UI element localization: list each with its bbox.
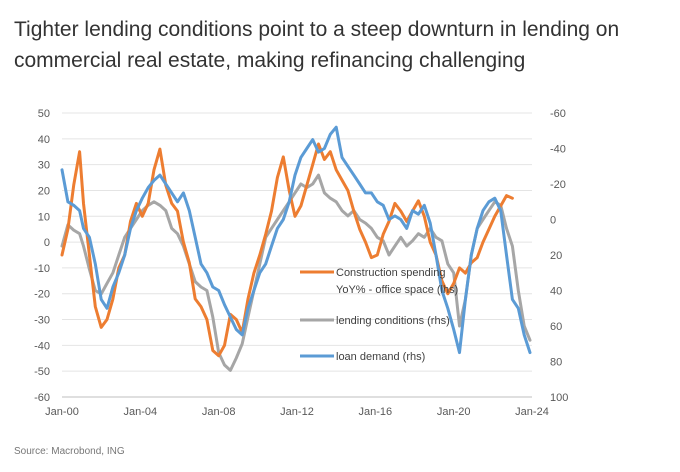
x-tick-label: Jan-24 (515, 406, 549, 418)
left-tick-label: 20 (38, 185, 50, 197)
left-tick-label: -10 (34, 263, 50, 275)
left-tick-label: 0 (44, 237, 50, 249)
x-tick-label: Jan-12 (280, 406, 314, 418)
left-tick-label: -40 (34, 340, 50, 352)
right-tick-label: 80 (550, 357, 562, 369)
gridlines (62, 112, 532, 398)
chart-title: Tighter lending conditions point to a st… (14, 14, 674, 76)
right-tick-label: -60 (550, 108, 566, 120)
right-tick-label: 100 (550, 392, 568, 404)
left-tick-label: -30 (34, 315, 50, 327)
left-tick-label: -50 (34, 366, 50, 378)
series-line-loan-demand (60, 125, 532, 355)
left-tick-label: -60 (34, 392, 50, 404)
x-tick-label: Jan-00 (45, 406, 79, 418)
right-tick-label: 0 (550, 215, 556, 227)
left-tick-label: 40 (38, 134, 50, 146)
left-tick-label: 50 (38, 108, 50, 120)
legend: Construction spending YoY% - office space… (300, 267, 458, 363)
right-tick-label: 60 (550, 321, 562, 333)
left-tick-label: 30 (38, 160, 50, 172)
x-tick-label: Jan-04 (124, 406, 158, 418)
series-layer (60, 125, 532, 372)
right-tick-label: 20 (550, 250, 562, 262)
x-tick-label: Jan-16 (359, 406, 393, 418)
right-tick-label: -40 (550, 144, 566, 156)
right-tick-label: 40 (550, 286, 562, 298)
x-tick-label: Jan-08 (202, 406, 236, 418)
chart-title-line-2: commercial real estate, making refinanci… (14, 49, 526, 72)
legend-label: loan demand (rhs) (336, 351, 425, 363)
right-tick-label: -20 (550, 179, 566, 191)
x-axis: Jan-00 Jan-04 Jan-08 Jan-12 Jan-16 Jan-20 Jan-… (45, 406, 549, 418)
source-note: Source: Macrobond, ING (14, 446, 125, 457)
left-tick-label: -20 (34, 289, 50, 301)
legend-label: lending conditions (rhs) (336, 315, 450, 327)
left-y-axis: 50 40 30 20 10 0 -10 -20 -30 -40 -50 -60 (34, 108, 50, 404)
series-line-lending-conditions (60, 173, 532, 372)
legend-label: Construction spending (336, 267, 445, 279)
right-y-axis: -60 -40 -20 0 20 40 60 80 100 (550, 108, 568, 404)
left-tick-label: 10 (38, 211, 50, 223)
chart-title-line-1: Tighter lending conditions point to a st… (14, 18, 620, 41)
x-tick-label: Jan-20 (437, 406, 471, 418)
legend-label: YoY% - office space (lhs) (336, 284, 458, 296)
